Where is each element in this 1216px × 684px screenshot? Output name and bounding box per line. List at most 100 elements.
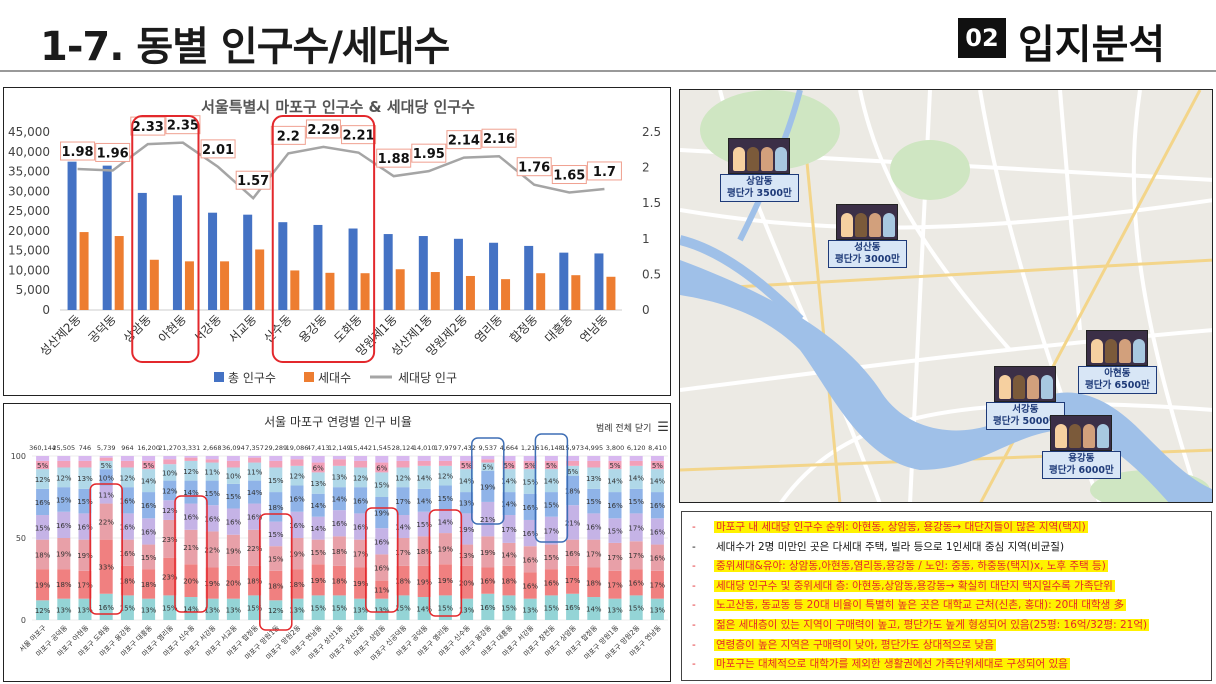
segment-label: 17% <box>395 549 411 557</box>
stacked-segment <box>417 460 431 466</box>
stacked-segment <box>184 597 198 620</box>
stacked-segment <box>608 542 622 571</box>
data-label-text: 1.57 <box>237 174 269 189</box>
segment-label: 11% <box>98 492 114 500</box>
note-text: 중위세대&유아: 상암동,아현동,염리동,용강동 / 노인: 중동, 하중동(택… <box>714 560 1108 573</box>
stacked-segment <box>629 595 643 620</box>
data-label-text: 2.29 <box>307 123 339 138</box>
segment-label: 5% <box>482 464 493 472</box>
stacked-segment <box>354 567 368 599</box>
segment-label: 13% <box>226 606 242 614</box>
total-label: 29,289 <box>264 444 287 452</box>
data-label-box <box>411 143 447 163</box>
y-tick-label: 100 <box>11 452 26 461</box>
stacked-segment <box>587 513 601 540</box>
stacked-segment <box>375 497 389 529</box>
segment-label: 19% <box>353 580 369 588</box>
stacked-segment <box>629 488 643 514</box>
stacked-segment <box>481 462 495 471</box>
segment-label: 15% <box>268 531 284 539</box>
segment-label: 16% <box>247 514 263 522</box>
map-marker-label: 용강동 평단가 6000만 <box>1042 451 1121 479</box>
map-river <box>680 260 1212 502</box>
page-title: 1-7. 동별 인구수/세대수 <box>40 24 450 70</box>
stacked-segment <box>375 580 389 599</box>
stacked-segment <box>523 572 537 599</box>
stacked-segment <box>163 480 177 501</box>
map-marker[interactable]: 용강동 평단가 6000만 <box>1042 415 1121 479</box>
stacked-segment <box>608 456 622 461</box>
segment-label: 14% <box>501 478 517 486</box>
stacked-segment <box>438 533 452 565</box>
bar-population <box>453 238 463 310</box>
stacked-segment <box>120 565 134 596</box>
stacked-segment <box>375 528 389 555</box>
stacked-segment <box>332 565 346 596</box>
marker-price: 평단가 5000만 <box>993 416 1058 427</box>
stacked-segment <box>290 569 304 599</box>
data-label-box <box>60 141 96 161</box>
stacked-segment <box>481 593 495 620</box>
segment-label: 21% <box>183 544 199 552</box>
map-marker[interactable]: 성산동 평단가 3000만 <box>828 204 907 268</box>
segment-label: 13% <box>141 606 157 614</box>
segment-label: 19% <box>480 483 496 491</box>
bar-households <box>114 236 124 310</box>
stacked-segment <box>226 460 240 468</box>
stacked-segment <box>36 515 50 540</box>
segment-label: 6% <box>376 464 387 472</box>
bar-households <box>149 259 159 310</box>
segment-label: 14% <box>183 489 199 497</box>
stacked-segment <box>544 595 558 620</box>
header-divider <box>0 70 1216 72</box>
stacked-segment <box>36 600 50 620</box>
stacked-segment <box>502 456 516 461</box>
stacked-segment <box>354 513 368 540</box>
total-label: 12,149 <box>328 444 351 452</box>
stacked-segment <box>57 598 71 620</box>
stacked-segment <box>417 597 431 620</box>
segment-label: 15% <box>544 605 560 613</box>
legend-toggle-button[interactable]: 범례 전체 닫기 ☰ <box>596 420 669 435</box>
segment-label: 12% <box>162 487 178 495</box>
segment-label: 14% <box>501 551 517 559</box>
stacked-segment <box>205 531 219 568</box>
stacked-segment <box>120 467 134 488</box>
data-label: 2.16 <box>481 128 517 148</box>
map-marker[interactable]: 아현동 평단가 6500만 <box>1078 330 1157 394</box>
stacked-segment <box>332 487 346 511</box>
y-tick-label: 25,000 <box>8 204 50 218</box>
note-item: - 세대수가 2명 미만인 곳은 다세대 주택, 빌라 등으로 1인세대 중심 지… <box>692 540 1066 554</box>
stacked-segment <box>354 487 368 514</box>
segment-label: 16% <box>141 528 157 536</box>
segment-label: 15% <box>247 605 263 613</box>
segment-label: 13% <box>522 606 538 614</box>
map-marker[interactable]: 서강동 평단가 5000만 <box>986 366 1065 430</box>
segment-label: 16% <box>650 528 666 536</box>
stacked-segment <box>142 544 156 570</box>
segment-label: 5% <box>652 462 663 470</box>
stacked-segment <box>142 460 156 470</box>
family-figure <box>733 147 746 171</box>
stacked-segment <box>36 539 50 570</box>
segment-label: 18% <box>141 581 157 589</box>
segment-label: 16% <box>607 502 623 510</box>
map-marker[interactable]: 상암동 평단가 3500만 <box>720 138 799 202</box>
stacked-segment <box>226 508 240 535</box>
stacked-segment <box>226 534 240 566</box>
data-label-box <box>586 161 622 181</box>
bar-population <box>489 242 499 310</box>
data-label-text: 2.21 <box>343 129 375 144</box>
segment-label: 15% <box>77 498 93 506</box>
stacked-segment <box>248 565 262 596</box>
family-figure <box>999 375 1012 399</box>
segment-label: 15% <box>416 521 432 529</box>
stacked-segment <box>587 567 601 598</box>
menu-icon[interactable]: ☰ <box>657 420 669 435</box>
data-label-text: 2.01 <box>202 143 234 158</box>
x-tick-label: 신수동 <box>261 312 294 345</box>
note-item: - 세대당 인구수 및 중위세대 층: 아현동,상암동,용강동→ 확실히 대단지 … <box>692 579 1115 593</box>
stacked-segment <box>57 538 71 570</box>
segment-label: 17% <box>628 524 644 532</box>
